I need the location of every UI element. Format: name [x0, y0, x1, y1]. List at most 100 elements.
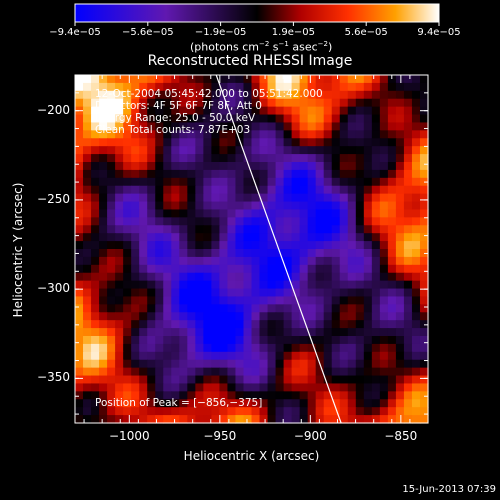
heatmap-cell — [171, 225, 180, 234]
heatmap-cell — [203, 106, 212, 116]
heatmap-cell — [371, 304, 381, 313]
heatmap-cell — [283, 399, 293, 408]
heatmap-cell — [195, 288, 204, 298]
heatmap-cell — [163, 336, 172, 345]
heatmap-cell — [123, 106, 132, 116]
heatmap-cell — [115, 383, 124, 392]
heatmap-cell — [163, 98, 172, 108]
heatmap-cell — [379, 328, 389, 337]
heatmap-cell — [107, 82, 116, 92]
heatmap-cell — [347, 185, 357, 195]
heatmap-cell — [123, 249, 132, 258]
heatmap-cell — [115, 75, 124, 84]
heatmap-cell — [139, 343, 148, 353]
heatmap-cell — [363, 201, 373, 211]
heatmap-cell — [83, 375, 92, 385]
heatmap-cell — [123, 138, 132, 147]
heatmap-cell — [99, 193, 108, 203]
heatmap-cell — [227, 375, 237, 385]
heatmap-cell — [339, 264, 349, 274]
heatmap-cell — [211, 367, 221, 377]
heatmap-cell — [259, 407, 269, 416]
heatmap-cell — [291, 391, 301, 400]
heatmap-cell — [267, 399, 277, 408]
y-tick-label: −350 — [37, 370, 70, 385]
axis-ticks — [75, 74, 429, 423]
heatmap-cell — [203, 264, 212, 274]
heatmap-cell — [419, 122, 429, 131]
heatmap-cell — [371, 82, 381, 92]
heatmap-cell — [235, 256, 245, 266]
heatmap-cell — [307, 146, 317, 155]
heatmap-cell — [187, 367, 196, 377]
heatmap-cell — [259, 185, 269, 195]
heatmap-cell — [131, 320, 140, 329]
heatmap-cell — [403, 415, 413, 424]
heatmap-cell — [355, 106, 365, 116]
heatmap-cell — [155, 225, 164, 234]
heatmap-cell — [291, 264, 301, 274]
heatmap-cell — [107, 162, 116, 171]
heatmap-cell — [315, 162, 325, 171]
heatmap-cell — [99, 256, 108, 266]
heatmap-cell — [163, 209, 172, 218]
heatmap-cell — [379, 280, 389, 290]
heatmap-cell — [331, 343, 341, 353]
heatmap-cell — [411, 177, 421, 187]
heatmap-cell — [307, 399, 317, 408]
heatmap-cell — [139, 233, 148, 242]
heatmap-cell — [211, 185, 221, 195]
heatmap-cell — [227, 75, 237, 84]
heatmap-cell — [107, 154, 116, 163]
heatmap-cell — [139, 90, 148, 100]
heatmap-cell — [179, 336, 188, 345]
heatmap-cell — [371, 280, 381, 290]
heatmap-cell — [379, 154, 389, 163]
heatmap-cell — [331, 209, 341, 218]
heatmap-cell — [171, 288, 180, 298]
heatmap-cell — [347, 367, 357, 377]
heatmap-cell — [307, 185, 317, 195]
heatmap-cell — [323, 209, 333, 218]
x-tick-label: −1000 — [109, 429, 150, 443]
heatmap-cell — [83, 90, 92, 100]
y-axis-label: Heliocentric Y (arcsec) — [11, 182, 25, 318]
heatmap-cell — [419, 336, 429, 345]
heatmap-cell — [403, 209, 413, 218]
heatmap-cell — [155, 75, 164, 84]
heatmap-cell — [243, 225, 253, 234]
heatmap-cell — [323, 146, 333, 155]
heatmap-cell — [211, 201, 221, 211]
heatmap-cell — [131, 75, 140, 84]
heatmap-cell — [203, 391, 212, 400]
heatmap-cell — [107, 399, 116, 408]
heatmap-cell — [395, 169, 405, 179]
heatmap-cell — [147, 122, 156, 131]
heatmap-cell — [275, 82, 285, 92]
heatmap-cell — [139, 296, 148, 305]
heatmap-cell — [323, 114, 333, 124]
heatmap-cell — [371, 256, 381, 266]
heatmap-cell — [395, 122, 405, 131]
heatmap-cell — [75, 407, 84, 416]
heatmap-cell — [115, 320, 124, 329]
heatmap-cell — [131, 399, 140, 408]
heatmap-cell — [75, 359, 84, 369]
heatmap-cell — [419, 383, 429, 392]
heatmap-cell — [331, 415, 341, 424]
heatmap-cell — [203, 375, 212, 385]
heatmap-cell — [387, 185, 397, 195]
heatmap-cell — [291, 407, 301, 416]
heatmap-cell — [403, 407, 413, 416]
heatmap-cell — [379, 343, 389, 353]
heatmap-cell — [139, 256, 148, 266]
heatmap-cell — [243, 264, 253, 274]
heatmap-cell — [275, 98, 285, 108]
heatmap-cell — [131, 264, 140, 274]
heatmap-cell — [115, 162, 124, 171]
heatmap-cell — [291, 328, 301, 337]
heatmap-cell — [147, 320, 156, 329]
heatmap-cell — [339, 328, 349, 337]
heatmap-cell — [243, 343, 253, 353]
